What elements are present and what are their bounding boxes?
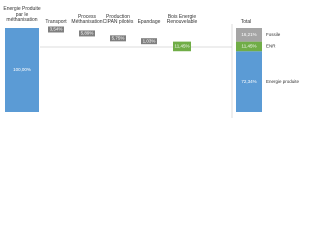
chart: 100,00% 3,54% 5,89% 5,75% 1,03% 11,45% 72,34% E… [3,6,300,118]
legend-label: Fossile [266,32,281,37]
value-label: 5,89% [81,31,94,36]
total-segment [236,41,262,52]
category-label: Production CIPAN pilotés [102,13,134,26]
total-value-label: 16,21% [241,32,256,37]
legend-label: ENR [266,44,276,49]
value-label: 100,00% [13,67,31,72]
label-box [79,30,95,37]
value-label: 11,45% [175,44,190,49]
category-label: Epandage [137,19,161,26]
category-label: Bois Energie Renouvelable [166,13,198,26]
value-label: 5,75% [112,36,125,41]
category-label: Energie Produite par le méthanisation [3,6,41,24]
total-value-label: 11,45% [242,44,257,49]
legend-label: Energie produite restante [266,79,300,84]
chart-svg: 100,00% 3,54% 5,89% 5,75% 1,03% 11,45% 72,34% E… [5,24,300,118]
category-label: Process Méthanisation [71,13,103,26]
label-box [141,38,157,45]
value-label: 1,03% [143,38,156,43]
value-label: 3,54% [50,27,63,32]
label-box [173,43,191,50]
total-label: Total [240,19,252,26]
label-box [48,26,64,33]
total-value-label: 72,34% [241,79,256,84]
bar [5,28,39,112]
total-segment [236,51,262,112]
category-label: Transport [45,19,67,26]
label-box [110,35,126,42]
total-segment [236,28,262,42]
